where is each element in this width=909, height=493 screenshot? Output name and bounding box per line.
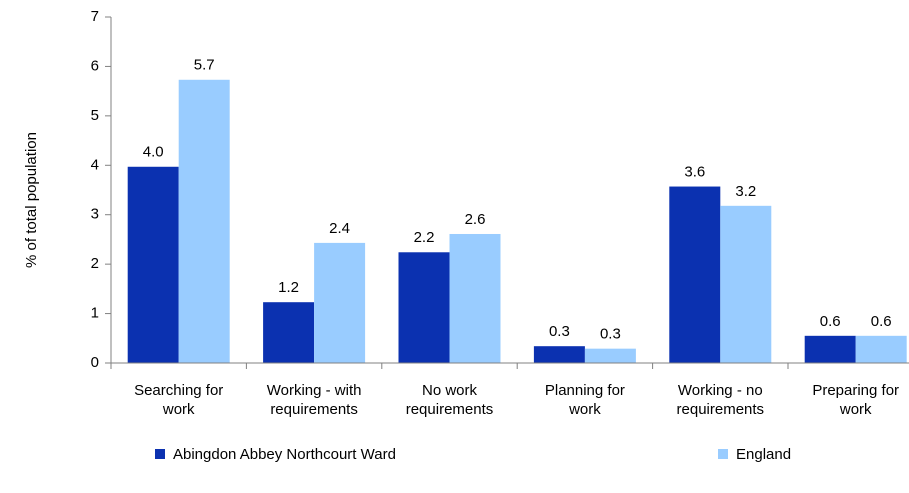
x-tick-label: Planning for work <box>545 382 625 418</box>
data-label: 2.4 <box>329 220 350 237</box>
y-tick-label: 3 <box>91 206 99 223</box>
legend-label: England <box>736 446 791 463</box>
x-tick-label: No work requirements <box>406 382 494 418</box>
y-tick-label: 2 <box>91 255 99 272</box>
data-label: 2.6 <box>465 211 486 228</box>
bar <box>533 346 585 363</box>
y-tick-label: 7 <box>91 8 99 25</box>
bar <box>127 166 179 363</box>
bar <box>804 335 856 363</box>
y-tick-label: 1 <box>91 305 99 322</box>
bar <box>855 335 907 363</box>
legend-swatch <box>718 449 728 459</box>
data-label: 2.2 <box>414 229 435 246</box>
y-tick-label: 0 <box>91 354 99 371</box>
x-tick-label: Preparing for work <box>812 382 899 418</box>
legend-label: Abingdon Abbey Northcourt Ward <box>173 446 396 463</box>
bar <box>178 79 230 363</box>
legend-swatch <box>155 449 165 459</box>
data-label: 0.3 <box>600 326 621 343</box>
data-label: 1.2 <box>278 279 299 296</box>
y-axis-label: % of total population <box>23 132 40 268</box>
x-tick-label: Searching for work <box>134 382 223 418</box>
data-label: 4.0 <box>143 144 164 161</box>
bar <box>449 233 501 363</box>
data-label: 0.6 <box>820 313 841 330</box>
data-label: 0.6 <box>871 313 892 330</box>
bar <box>584 348 636 363</box>
bar <box>720 205 772 363</box>
y-tick-label: 4 <box>91 156 99 173</box>
y-tick-label: 5 <box>91 107 99 124</box>
x-tick-label: Working - no requirements <box>677 382 765 418</box>
bar <box>263 302 315 363</box>
data-label: 5.7 <box>194 57 215 74</box>
x-tick-label: Working - with requirements <box>267 382 362 418</box>
bar <box>669 186 721 363</box>
data-label: 3.2 <box>735 183 756 200</box>
bar <box>314 242 366 363</box>
data-label: 3.6 <box>684 164 705 181</box>
bar <box>398 252 450 363</box>
y-tick-label: 6 <box>91 57 99 74</box>
data-label: 0.3 <box>549 323 570 340</box>
